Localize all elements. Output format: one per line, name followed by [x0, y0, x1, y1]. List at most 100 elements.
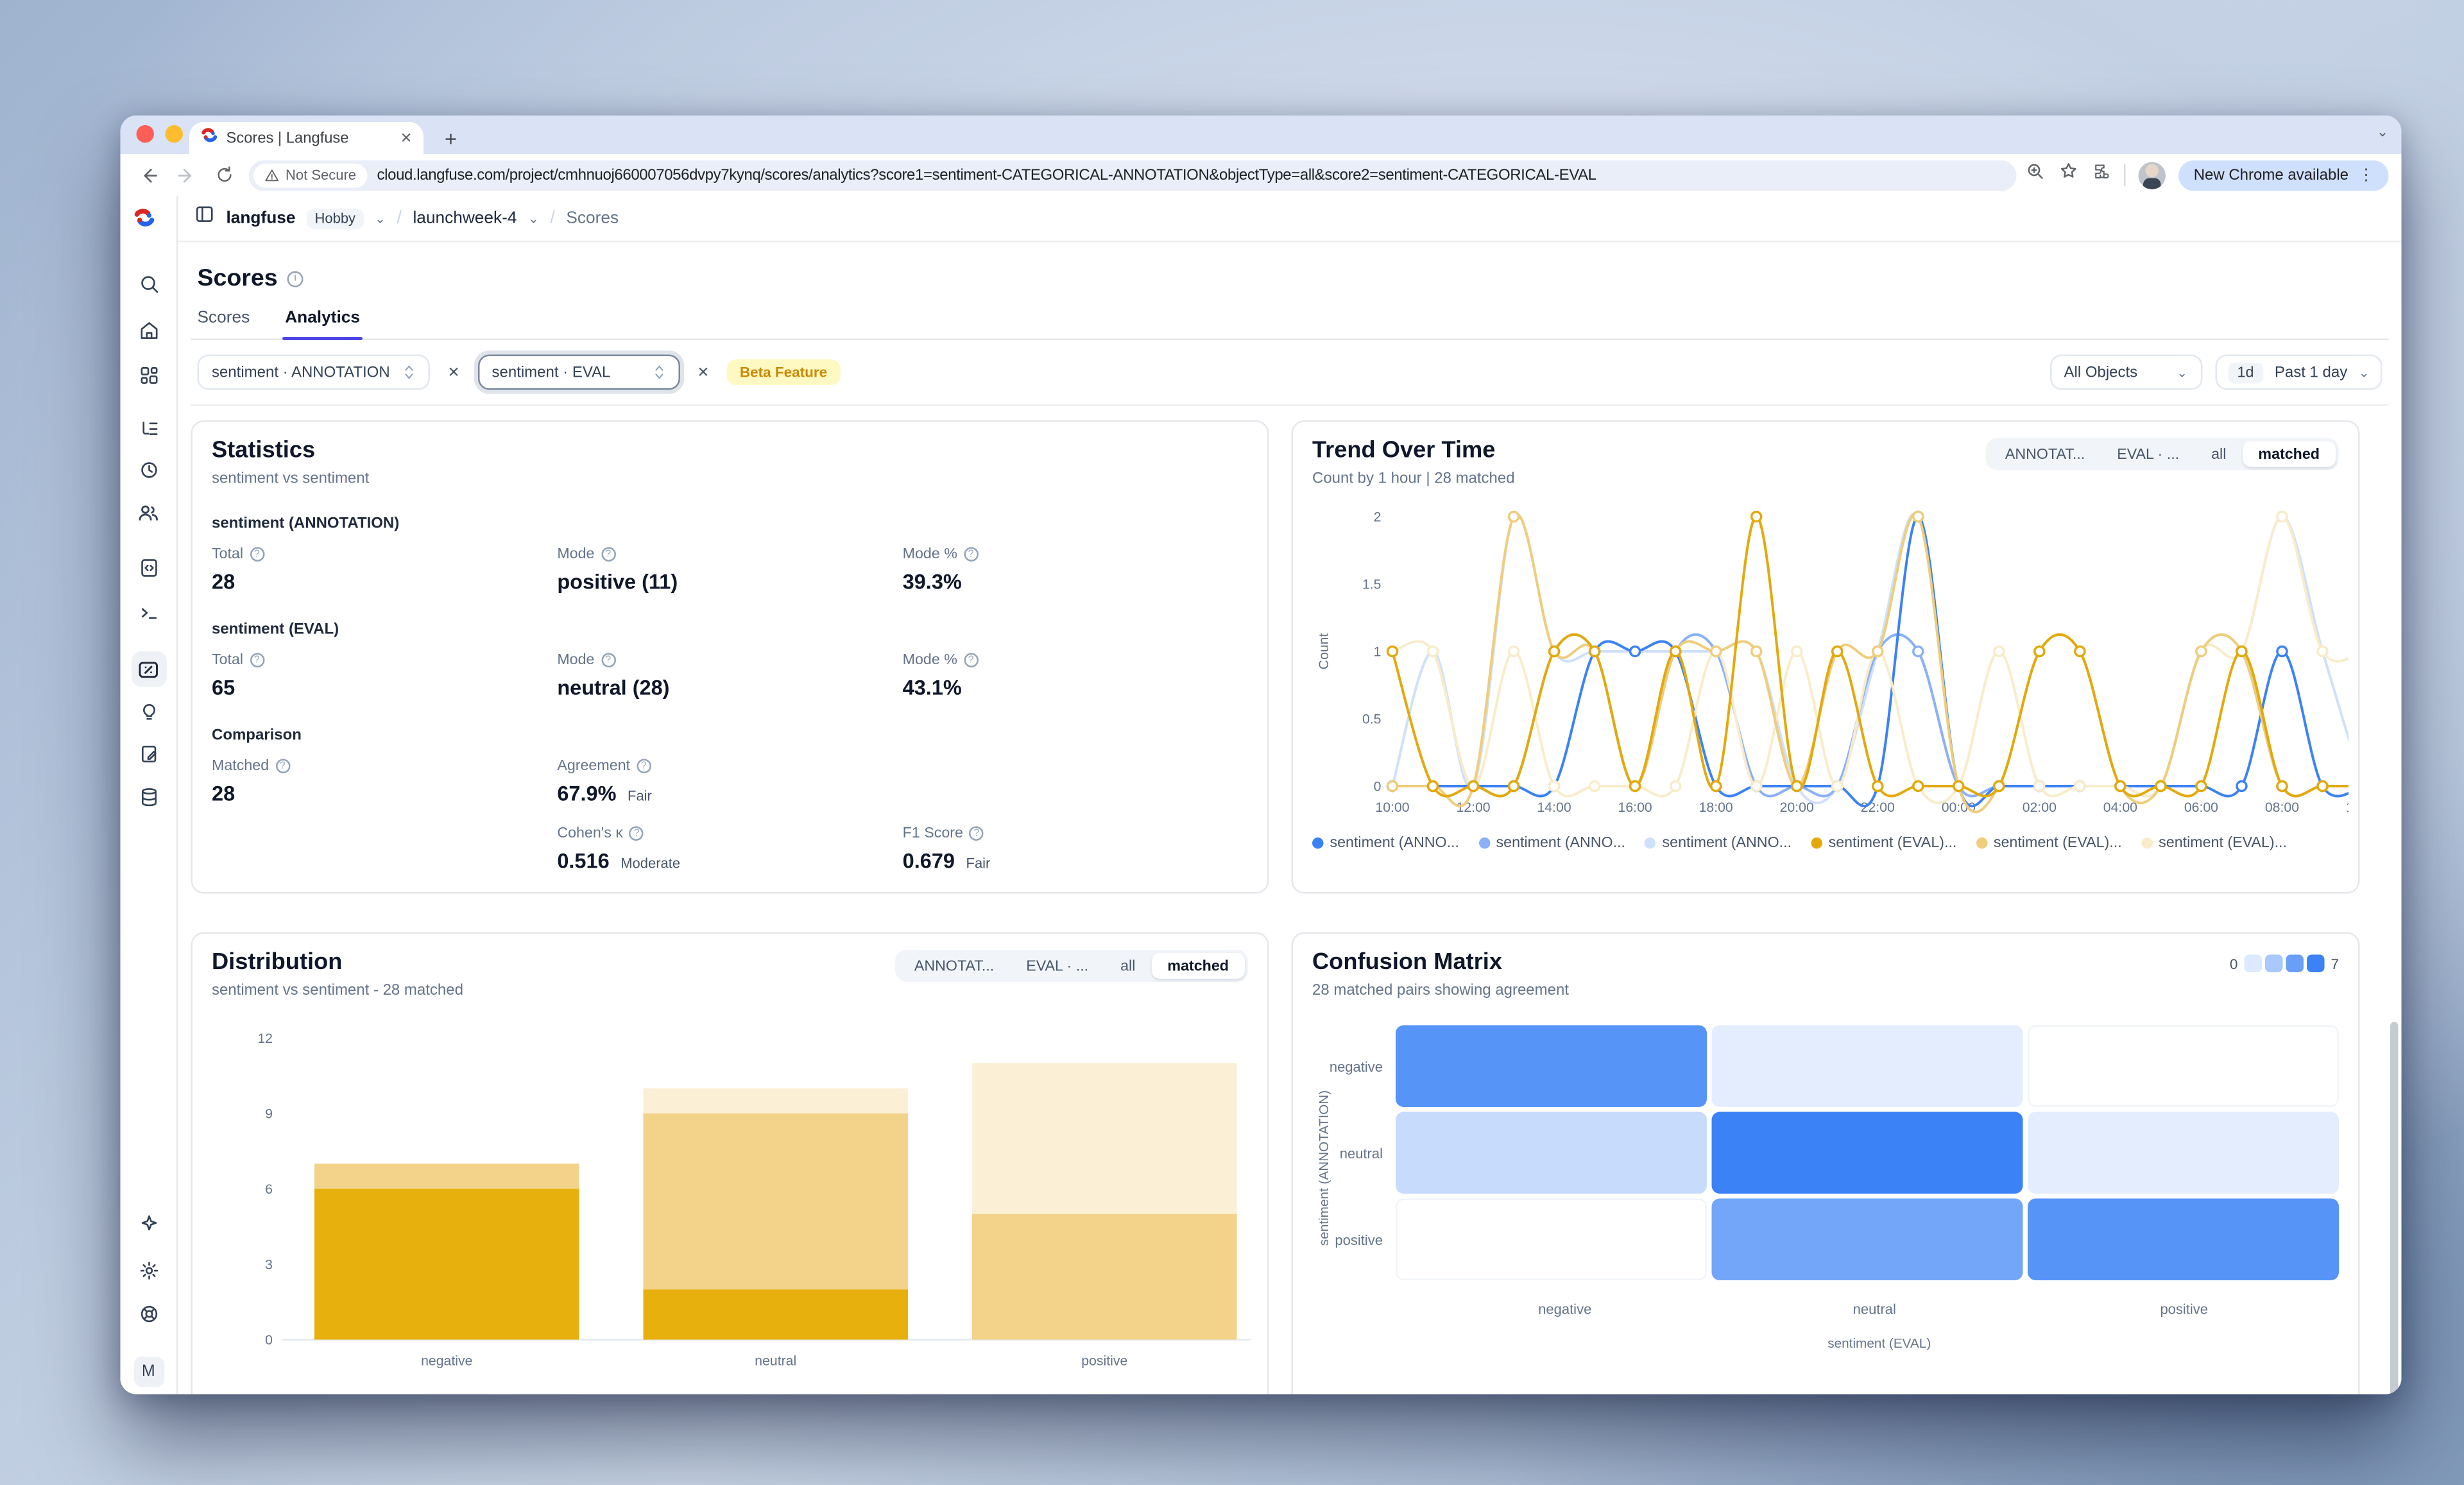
breadcrumb-org[interactable]: langfuse	[226, 209, 296, 228]
settings-gear-icon[interactable]	[131, 1253, 166, 1289]
new-tab-button[interactable]: +	[445, 126, 457, 150]
remove-score1-button[interactable]: ✕	[447, 363, 460, 380]
org-chevron-down-icon[interactable]: ⌄	[375, 210, 386, 226]
page-scrollbar[interactable]	[2390, 1022, 2399, 1395]
matrix-cell[interactable]	[2028, 1025, 2339, 1107]
scores-percent-icon[interactable]	[130, 651, 166, 687]
search-icon[interactable]	[131, 266, 166, 302]
bookmark-star-icon[interactable]	[2059, 160, 2080, 189]
time-range-select[interactable]: 1d Past 1 day ⌄	[2214, 354, 2383, 390]
breadcrumb-project[interactable]: launchweek-4	[413, 209, 517, 228]
tracing-tree-icon[interactable]	[131, 413, 166, 448]
remove-score2-button[interactable]: ✕	[697, 363, 710, 380]
toolbar-divider	[2125, 164, 2126, 186]
user-avatar[interactable]: M	[133, 1356, 164, 1387]
metric-qualifier: Moderate	[620, 855, 681, 871]
matrix-cell[interactable]	[1711, 1112, 2023, 1194]
legend-item[interactable]: sentiment (ANNO...	[1645, 834, 1792, 850]
score2-select[interactable]: sentiment · EVAL	[477, 354, 680, 390]
help-icon[interactable]: ?	[637, 758, 651, 773]
upgrade-sparkle-icon[interactable]	[131, 1206, 166, 1242]
legend-item[interactable]: sentiment (ANNO...	[1478, 834, 1625, 850]
object-type-select[interactable]: All Objects ⌄	[2049, 354, 2202, 390]
score1-select[interactable]: sentiment · ANNOTATION	[197, 354, 431, 390]
reload-button[interactable]	[210, 160, 239, 189]
users-icon[interactable]	[131, 494, 166, 529]
help-icon[interactable]: ?	[963, 546, 979, 561]
forward-button[interactable]	[172, 160, 201, 189]
page-info-icon[interactable]: i	[287, 270, 304, 287]
browser-window: Scores | Langfuse ✕ + ⌄ Not Secure	[120, 116, 2402, 1395]
breadcrumb-separator: /	[397, 209, 402, 228]
close-window-button[interactable]	[136, 125, 154, 143]
help-icon[interactable]: ?	[250, 546, 264, 561]
legend-item[interactable]: sentiment (EVAL)...	[1811, 834, 1956, 850]
matrix-cell[interactable]	[1396, 1198, 1707, 1280]
svg-text:00:00: 00:00	[1942, 800, 1976, 815]
help-icon[interactable]: ?	[601, 546, 615, 561]
project-chevron-down-icon[interactable]: ⌄	[527, 210, 539, 226]
matrix-cell[interactable]	[1396, 1025, 1707, 1107]
metric-label: F1 Score	[902, 825, 963, 841]
langfuse-logo-icon[interactable]	[133, 207, 156, 238]
toggle-matched[interactable]: matched	[1151, 953, 1245, 979]
chrome-update-button[interactable]: New Chrome available ⋮	[2179, 159, 2389, 191]
svg-text:0.5: 0.5	[1362, 712, 1382, 727]
section-heading: sentiment (ANNOTATION)	[212, 515, 400, 533]
tab-scores[interactable]: Scores	[197, 308, 250, 327]
evals-lightbulb-icon[interactable]	[131, 695, 166, 730]
legend-item[interactable]: sentiment (EVAL)...	[1976, 834, 2122, 850]
sessions-clock-icon[interactable]	[131, 452, 166, 488]
security-chip[interactable]: Not Secure	[253, 162, 368, 187]
browser-menu-kebab-icon[interactable]: ⋮	[2358, 166, 2374, 184]
prompts-file-code-icon[interactable]	[131, 551, 166, 586]
matrix-cell[interactable]	[2028, 1198, 2339, 1280]
toggle-eval[interactable]: EVAL · ...	[1026, 957, 1089, 974]
svg-text:0: 0	[265, 1332, 273, 1348]
browser-tab[interactable]: Scores | Langfuse ✕	[189, 122, 424, 154]
svg-text:10:00: 10:00	[2346, 800, 2348, 815]
toggle-eval[interactable]: EVAL · ...	[2117, 446, 2180, 462]
tab-analytics[interactable]: Analytics	[282, 308, 363, 340]
support-lifebuoy-icon[interactable]	[131, 1296, 166, 1332]
back-button[interactable]	[133, 160, 162, 189]
help-icon[interactable]: ?	[629, 825, 644, 840]
toggle-all[interactable]: all	[2211, 446, 2227, 462]
time-range-chip[interactable]: 1d	[2227, 361, 2264, 383]
help-icon[interactable]: ?	[250, 652, 264, 667]
minimize-window-button[interactable]	[165, 125, 183, 143]
playground-terminal-icon[interactable]	[131, 596, 166, 631]
dashboards-grid-icon[interactable]	[131, 358, 166, 393]
zoom-page-icon[interactable]	[2027, 160, 2046, 189]
home-icon[interactable]	[131, 313, 166, 348]
matrix-cell[interactable]	[1711, 1198, 2023, 1280]
toggle-annotat[interactable]: ANNOTAT...	[914, 957, 995, 974]
matrix-cell[interactable]	[1711, 1025, 2023, 1107]
help-icon[interactable]: ?	[275, 758, 290, 773]
svg-text:neutral: neutral	[755, 1353, 796, 1369]
distribution-bar-chart: 0 3 6 9 12 negative neutral positive	[257, 1031, 1251, 1369]
tab-close-icon[interactable]: ✕	[400, 129, 413, 146]
sidebar-toggle-icon[interactable]	[194, 204, 216, 233]
profile-avatar[interactable]	[2139, 161, 2167, 189]
toggle-matched[interactable]: matched	[2242, 441, 2336, 467]
help-icon[interactable]: ?	[963, 652, 979, 667]
annotation-clipboard-pen-icon[interactable]	[131, 737, 166, 772]
toggle-annotat[interactable]: ANNOTAT...	[2005, 446, 2085, 462]
legend-item[interactable]: sentiment (EVAL)...	[2141, 834, 2287, 850]
scale-swatch	[2244, 954, 2262, 972]
legend-item[interactable]: sentiment (ANNO...	[1312, 834, 1459, 850]
help-icon[interactable]: ?	[969, 825, 984, 840]
toggle-all[interactable]: all	[1120, 957, 1136, 974]
datasets-database-icon[interactable]	[131, 780, 166, 815]
matrix-cell[interactable]	[1396, 1112, 1707, 1194]
svg-text:3: 3	[265, 1257, 273, 1273]
url-text[interactable]: cloud.langfuse.com/project/cmhnuoj660007…	[377, 166, 1596, 184]
address-bar[interactable]: Not Secure cloud.langfuse.com/project/cm…	[248, 159, 2017, 191]
matrix-row-label: negative	[1329, 1058, 1383, 1074]
tab-list-chevron-icon[interactable]: ⌄	[2376, 123, 2389, 140]
extensions-puzzle-icon[interactable]	[2092, 160, 2112, 189]
breadcrumb-page: Scores	[566, 209, 619, 228]
matrix-cell[interactable]	[2028, 1112, 2339, 1194]
help-icon[interactable]: ?	[601, 652, 615, 667]
